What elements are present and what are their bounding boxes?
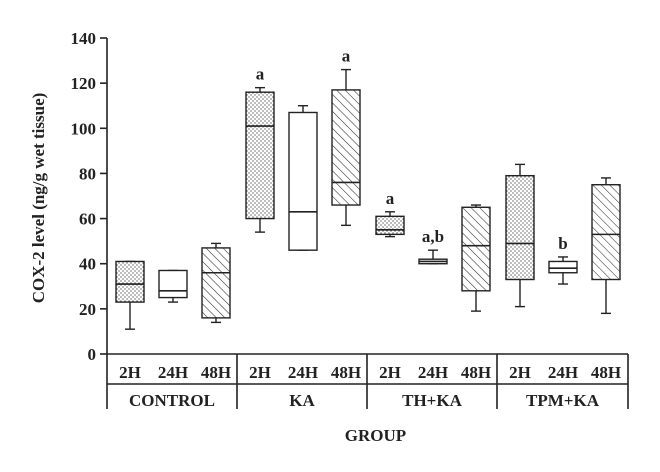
time-label: 24H — [418, 363, 448, 382]
significance-label: a — [342, 47, 351, 66]
significance-label: a — [386, 189, 395, 208]
y-tick-label: 0 — [88, 345, 97, 364]
y-tick-label: 40 — [79, 255, 96, 274]
y-tick-label: 140 — [71, 29, 97, 48]
group-label: TPM+KA — [526, 391, 600, 410]
y-tick-label: 20 — [79, 300, 96, 319]
box-control-2h — [115, 260, 145, 303]
box-series: a a a a,b b — [115, 47, 621, 330]
box-tpm-ka-2h — [505, 174, 535, 281]
box-ka-2h — [245, 91, 275, 220]
box-th-ka-2h — [375, 215, 405, 236]
group-label: TH+KA — [402, 391, 462, 410]
x-axis-label: GROUP — [345, 426, 406, 445]
time-label: 48H — [331, 363, 361, 382]
time-label: 2H — [119, 363, 141, 382]
time-label: 2H — [249, 363, 271, 382]
time-label: 24H — [158, 363, 188, 382]
y-tick-label: 80 — [79, 164, 96, 183]
time-label: 48H — [201, 363, 231, 382]
box-ka-48h — [331, 89, 361, 206]
time-label: 48H — [461, 363, 491, 382]
y-axis-label: COX-2 level (ng/g wet tissue) — [29, 93, 48, 304]
y-axis: 0 20 40 60 80 100 120 140 — [71, 29, 108, 364]
time-label: 48H — [591, 363, 621, 382]
y-tick-label: 100 — [71, 119, 97, 138]
box-control-24h — [158, 269, 188, 299]
significance-label: a — [256, 65, 265, 84]
group-label: CONTROL — [129, 391, 215, 410]
box-tpm-ka-24h — [548, 260, 578, 274]
time-label: 2H — [509, 363, 531, 382]
box-th-ka-48h — [461, 206, 491, 292]
significance-label: a,b — [422, 227, 444, 246]
significance-label: b — [558, 234, 567, 253]
time-label: 24H — [288, 363, 318, 382]
y-tick-label: 120 — [71, 74, 97, 93]
time-label: 24H — [548, 363, 578, 382]
y-tick-label: 60 — [79, 210, 96, 229]
box-ka-24h — [288, 111, 318, 251]
box-tpm-ka-48h — [591, 184, 621, 281]
box-control-48h — [201, 247, 231, 319]
group-label: KA — [289, 391, 315, 410]
time-label: 2H — [379, 363, 401, 382]
